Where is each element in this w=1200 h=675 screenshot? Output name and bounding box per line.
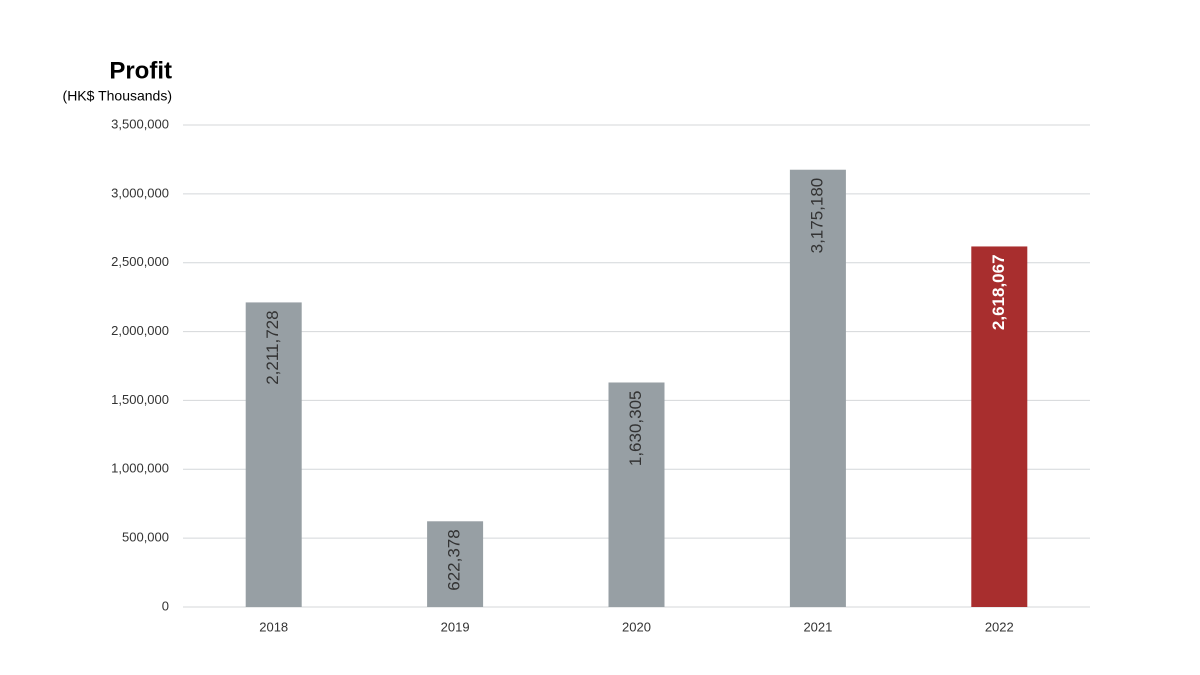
y-tick-label: 1,500,000 xyxy=(111,392,169,407)
x-tick-label: 2021 xyxy=(803,619,832,634)
x-tick-label: 2020 xyxy=(622,619,651,634)
bar xyxy=(245,302,302,607)
bar xyxy=(427,521,484,607)
y-tick-label: 1,000,000 xyxy=(111,461,169,476)
x-tick-label: 2019 xyxy=(441,619,470,634)
data-label: 2,211,728 xyxy=(263,310,282,384)
y-tick-label: 0 xyxy=(162,598,169,613)
bar xyxy=(608,382,665,607)
y-tick-label: 2,000,000 xyxy=(111,323,169,338)
y-tick-label: 3,000,000 xyxy=(111,185,169,200)
data-label: 2,618,067 xyxy=(989,254,1008,330)
x-tick-label: 2018 xyxy=(259,619,288,634)
y-tick-label: 500,000 xyxy=(122,530,169,545)
y-tick-label: 3,500,000 xyxy=(111,116,169,131)
bar xyxy=(971,246,1028,607)
x-tick-label: 2022 xyxy=(985,619,1014,634)
chart-title: Profit xyxy=(109,57,172,84)
data-label: 3,175,180 xyxy=(807,178,826,254)
chart-subtitle: (HK$ Thousands) xyxy=(63,88,172,104)
bar xyxy=(789,169,846,607)
data-label: 622,378 xyxy=(445,529,464,590)
y-tick-label: 2,500,000 xyxy=(111,254,169,269)
data-label: 1,630,305 xyxy=(626,390,645,466)
